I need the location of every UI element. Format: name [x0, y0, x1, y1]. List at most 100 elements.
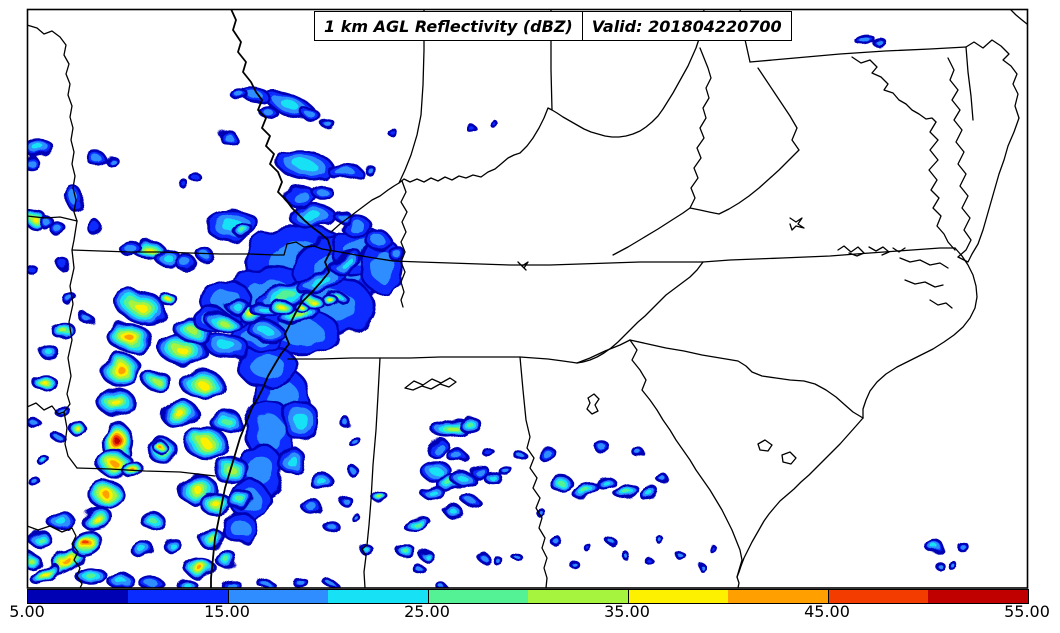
radar-cell: [139, 510, 165, 530]
radar-cell: [184, 558, 218, 580]
tennessee-river-west: [400, 180, 408, 308]
colorbar-segment: [728, 590, 828, 603]
lake-moultrie-glyph: [781, 451, 797, 465]
delmarva-atlantic-coast: [957, 117, 1020, 263]
radar-cell: [450, 470, 476, 488]
radar-cell: [644, 556, 654, 566]
radar-cell: [245, 320, 287, 342]
radar-cell: [159, 399, 201, 429]
radar-cell: [38, 344, 60, 360]
radar-cell: [154, 248, 182, 268]
radar-cell: [498, 465, 514, 477]
radar-cell: [322, 519, 340, 533]
radar-cell: [329, 250, 363, 274]
lake-marion-glyph: [757, 439, 773, 452]
radar-cell: [300, 497, 322, 515]
radar-cell: [621, 551, 631, 561]
radar-cell: [104, 155, 120, 167]
colorbar-tick-label: 55.00: [1004, 602, 1050, 621]
colorbar-tick-label: 15.00: [204, 602, 250, 621]
radar-cell: [100, 421, 134, 461]
radar-cell: [28, 153, 39, 169]
radar-cell: [350, 513, 362, 523]
radar-cell: [947, 561, 959, 571]
radar-cell: [548, 474, 574, 492]
colorbar-tick-label: 35.00: [604, 602, 650, 621]
radar-cell: [510, 551, 522, 561]
radar-cell: [853, 33, 875, 45]
radar-cell: [442, 504, 464, 518]
radar-cell: [196, 248, 216, 264]
radar-cell: [106, 572, 136, 588]
radar-cell: [28, 265, 40, 277]
radar-cell: [386, 245, 406, 261]
radar-cell: [174, 254, 198, 272]
kerr-lake-glyph: [789, 217, 805, 231]
radar-cell: [30, 563, 60, 585]
radar-cell: [332, 209, 352, 223]
radar-cell: [321, 293, 339, 307]
lake-hartwell-glyph: [586, 393, 600, 415]
border-maryland-delaware: [965, 46, 974, 121]
radar-cell: [74, 566, 108, 586]
radar-cell: [482, 447, 496, 459]
radar-cell: [230, 88, 250, 102]
radar-cell: [28, 137, 54, 157]
border-kentucky-tennessee: [321, 248, 704, 266]
colorbar-tick: [228, 590, 229, 603]
radar-cell: [202, 333, 252, 359]
radar-cell: [179, 369, 225, 399]
radar-cell: [924, 538, 944, 554]
radar-cell: [213, 550, 239, 568]
radar-cell: [324, 579, 338, 588]
colorbar-segment: [528, 590, 628, 603]
radar-cell: [310, 184, 334, 200]
radar-cell: [86, 220, 104, 236]
radar-cell: [595, 475, 617, 491]
border-missouri-arkansas: [71, 241, 323, 256]
radar-cell: [160, 536, 182, 552]
radar-cell: [326, 163, 364, 181]
radar-cell: [492, 122, 502, 132]
radar-cell: [28, 530, 54, 550]
radar-cell: [632, 447, 646, 459]
border-squiggle-vanc-1: [837, 245, 865, 257]
colorbar-segment: [428, 590, 528, 603]
border-illinois-indiana: [398, 10, 425, 184]
radar-cell: [138, 575, 164, 588]
radar-cell: [292, 577, 310, 588]
radar-cell: [142, 370, 172, 392]
border-squiggle-vanc-2: [868, 246, 890, 256]
colorbar-segment: [828, 590, 928, 603]
colorbar-tick: [828, 590, 829, 603]
chesapeake-bay-east: [947, 57, 972, 258]
radar-cell: [363, 164, 377, 176]
radar-cell: [656, 473, 670, 485]
radar-cell: [184, 427, 230, 461]
radar-cell: [339, 214, 373, 238]
radar-cell: [708, 544, 718, 554]
map-frame: [26, 8, 1029, 589]
radar-cell: [492, 556, 504, 566]
radar-cell: [257, 578, 275, 588]
radar-cell: [203, 311, 241, 333]
radar-cell: [656, 536, 666, 546]
border-mississippi-alabama: [361, 357, 381, 588]
radar-cell: [28, 474, 40, 486]
radar-cell: [267, 299, 297, 317]
radar-cell: [466, 124, 478, 134]
radar-cell: [28, 419, 44, 431]
radar-cell: [592, 439, 610, 453]
border-northcarolina-georgia: [576, 339, 631, 364]
radar-cell: [482, 471, 504, 485]
radar-cell: [514, 450, 528, 462]
mississippi-river: [210, 10, 332, 588]
colorbar-tick-labels: 5.00 15.00 25.00 35.00 45.00 55.00: [9, 602, 1050, 626]
border-alabama-georgia: [519, 356, 548, 588]
radar-cell: [871, 37, 887, 47]
border-virginia-northcarolina: [702, 247, 956, 263]
radar-cell: [67, 420, 87, 436]
radar-cell: [308, 471, 334, 491]
radar-cell: [220, 578, 242, 588]
